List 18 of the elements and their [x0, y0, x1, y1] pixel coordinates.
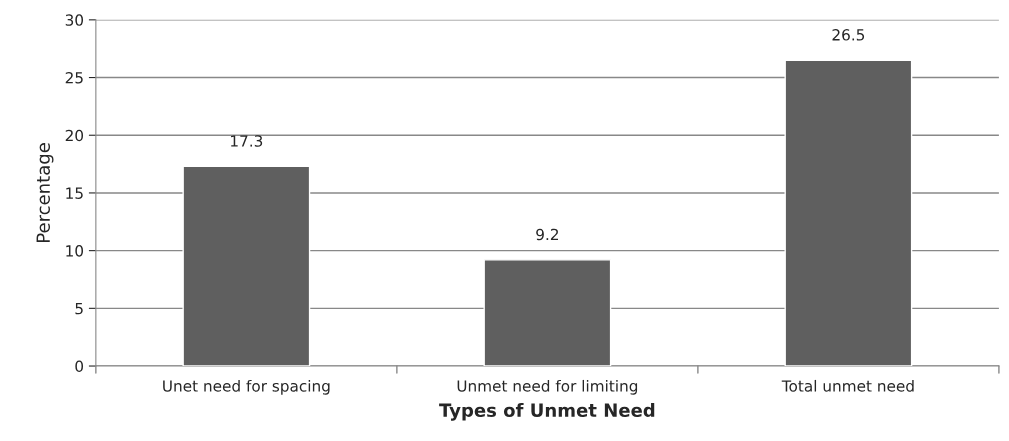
x-axis-title: Types of Unmet Need [439, 403, 655, 421]
data-label: 26.5 [832, 29, 865, 41]
x-tick-label: Total unmet need [781, 379, 914, 392]
y-axis-title: Percentage [36, 143, 54, 242]
y-tick-label: 10 [66, 245, 84, 257]
bar [483, 259, 612, 367]
y-tick-label: 25 [65, 72, 83, 84]
y-tick-label: 5 [75, 303, 83, 315]
y-tick-label: 15 [66, 187, 83, 199]
y-tick-label: 0 [75, 360, 84, 373]
x-tick-label: Unmet need for limiting [457, 379, 638, 395]
y-tick-label: 30 [65, 14, 84, 26]
y-tick-label: 20 [65, 129, 84, 142]
bar [182, 165, 311, 367]
data-label: 9.2 [536, 228, 558, 241]
x-tick-label: Unet need for spacing [163, 379, 330, 395]
data-label: 17.3 [231, 135, 263, 147]
bar [784, 59, 913, 367]
